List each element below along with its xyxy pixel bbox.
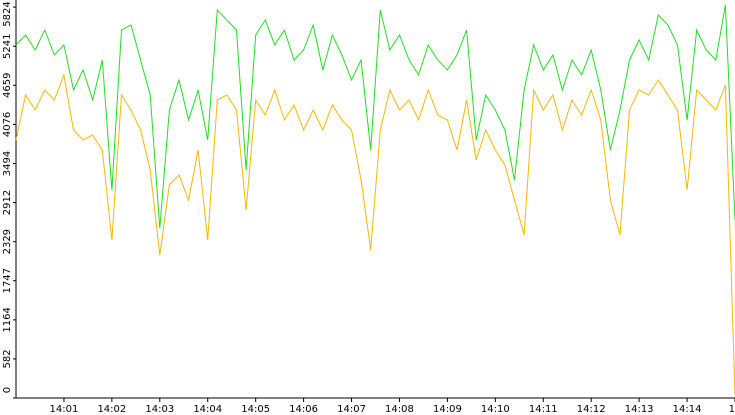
x-tick-label: 14:01 (50, 404, 79, 415)
x-tick-label: 14:03 (145, 404, 174, 415)
line-series (15, 4, 735, 229)
y-tick-label: 0 (2, 387, 13, 393)
x-tick-label: 14:07 (337, 404, 366, 415)
x-tick-label: 14:05 (241, 404, 270, 415)
x-tick-label: 14:13 (625, 404, 654, 415)
y-tick-label: 2912 (2, 190, 13, 215)
x-tick-label: 14:09 (433, 404, 462, 415)
line-series (15, 73, 735, 396)
y-tick-label: 4076 (2, 112, 13, 137)
x-tick-label: 14:06 (289, 404, 318, 415)
y-tick-label: 1747 (2, 268, 13, 293)
x-tick-label: 14 (729, 404, 735, 415)
x-tick-label: 14:08 (385, 404, 414, 415)
y-tick-label: 4659 (2, 73, 13, 98)
x-tick-label: 14:14 (673, 404, 702, 415)
x-tick-label: 14:12 (577, 404, 606, 415)
x-tick-label: 14:10 (481, 404, 510, 415)
y-tick-label: 5824 (2, 1, 13, 26)
x-tick-label: 14:04 (193, 404, 222, 415)
y-tick-label: 3494 (2, 151, 13, 176)
y-tick-label: 582 (2, 349, 13, 368)
y-tick-label: 2329 (2, 229, 13, 254)
y-tick-label: 1164 (2, 307, 13, 332)
x-tick-label: 14:02 (97, 404, 126, 415)
x-tick-label: 14:11 (529, 404, 558, 415)
y-tick-label: 5241 (2, 34, 13, 59)
